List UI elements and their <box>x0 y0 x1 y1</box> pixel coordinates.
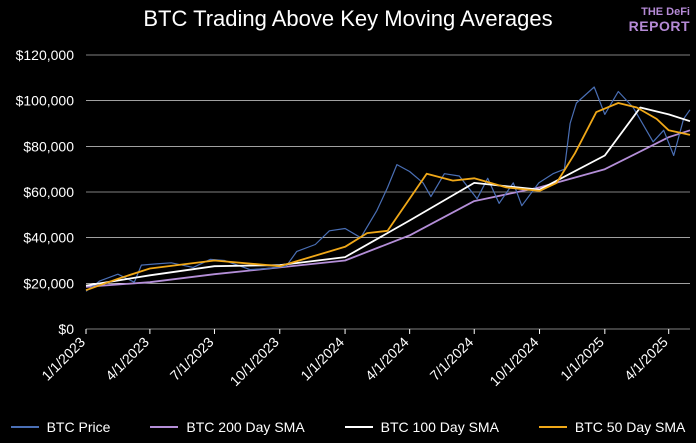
brand-logo: THE DeFi REPORT <box>629 5 690 33</box>
legend-swatch <box>344 426 373 428</box>
series-lines <box>85 86 691 292</box>
legend-item-50-day-sma: BTC 50 Day SMA <box>538 419 686 435</box>
x-tick-label: 4/1/2025 <box>621 334 671 384</box>
legend-label: BTC 100 Day SMA <box>380 419 499 435</box>
legend-swatch <box>538 426 567 428</box>
y-tick-label: $60,000 <box>23 184 74 200</box>
gridlines <box>86 54 690 330</box>
y-tick-label: $40,000 <box>23 230 74 246</box>
x-tick-label: 10/1/2024 <box>486 334 542 390</box>
legend-label: BTC Price <box>46 419 111 435</box>
logo-line-2: REPORT <box>628 18 690 34</box>
legend: BTC Price BTC 200 Day SMA BTC 100 Day SM… <box>0 419 696 435</box>
x-tick-label: 4/1/2024 <box>362 334 412 384</box>
series-line-btc-100-day-sma <box>85 106 691 287</box>
x-tick-label: 1/1/2024 <box>297 334 347 384</box>
y-tick-label: $20,000 <box>23 275 74 291</box>
y-axis-ticks: $0 $20,000 $40,000 $60,000 $80,000 $100,000 $1… <box>16 47 75 337</box>
y-tick-label: $100,000 <box>16 93 75 109</box>
x-tick-label: 7/1/2023 <box>167 334 217 384</box>
legend-item-100-day-sma: BTC 100 Day SMA <box>344 419 499 435</box>
x-tick-label: 4/1/2023 <box>102 334 152 384</box>
legend-label: BTC 200 Day SMA <box>186 419 305 435</box>
legend-item-200-day-sma: BTC 200 Day SMA <box>150 419 305 435</box>
y-tick-label: $120,000 <box>16 47 75 63</box>
y-tick-label: $0 <box>58 321 74 337</box>
x-tick-label: 1/1/2025 <box>557 334 607 384</box>
x-tick-label: 1/1/2023 <box>38 334 88 384</box>
legend-label: BTC 50 Day SMA <box>574 419 686 435</box>
series-line-btc-price <box>85 86 691 292</box>
x-axis-ticks: 1/1/2023 4/1/2023 7/1/2023 10/1/2023 1/1/202… <box>38 329 671 389</box>
series-line-btc-50-day-sma <box>85 102 691 292</box>
logo-line-1: THE DeFi <box>641 6 690 18</box>
legend-swatch <box>150 426 179 428</box>
legend-swatch <box>10 426 39 428</box>
series-line-btc-200-day-sma <box>85 129 691 288</box>
chart-title: BTC Trading Above Key Moving Averages <box>143 6 553 31</box>
legend-item-btc-price: BTC Price <box>10 419 111 435</box>
x-tick-label: 10/1/2023 <box>227 334 283 390</box>
y-tick-label: $80,000 <box>23 138 74 154</box>
x-tick-label: 7/1/2024 <box>427 334 477 384</box>
